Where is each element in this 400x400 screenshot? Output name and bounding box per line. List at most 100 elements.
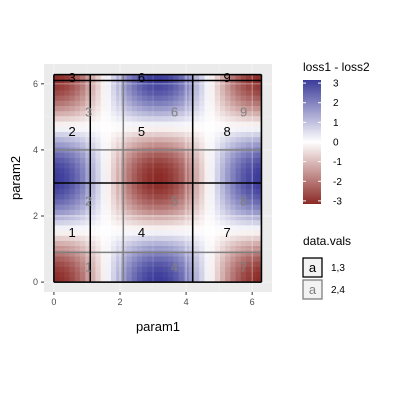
heat-tile	[162, 121, 169, 127]
heat-tile	[162, 141, 169, 148]
heat-tile	[116, 271, 122, 278]
heat-tile	[74, 235, 81, 241]
heat-tile	[64, 141, 70, 148]
heat-tile	[79, 110, 86, 117]
region-label: 7	[240, 260, 247, 275]
heat-tile	[194, 204, 200, 210]
heat-tile	[251, 110, 257, 117]
heat-tile	[121, 224, 127, 231]
heat-tile	[136, 256, 143, 262]
heat-tile	[53, 214, 60, 221]
heat-tile	[121, 141, 127, 148]
heat-tile	[168, 157, 174, 164]
heat-tile	[121, 110, 127, 117]
heat-tile	[131, 214, 138, 221]
heat-tile	[64, 84, 70, 91]
heat-tile	[256, 100, 262, 107]
heat-tile	[183, 141, 190, 148]
heat-tile	[79, 204, 86, 210]
heat-tile	[214, 183, 221, 190]
heat-tile	[194, 79, 200, 86]
heat-tile	[162, 256, 169, 262]
heat-tile	[85, 250, 91, 257]
heat-tile	[168, 245, 174, 252]
heat-tile	[131, 250, 138, 257]
heat-tile	[235, 95, 242, 101]
heat-tile	[142, 126, 148, 132]
heat-tile	[225, 199, 231, 205]
heat-tile	[209, 84, 216, 91]
heat-tile	[111, 256, 117, 262]
heat-tile	[85, 115, 91, 122]
heat-tile	[126, 204, 133, 210]
heat-tile	[162, 209, 169, 216]
heat-tile	[90, 74, 96, 81]
heat-tile	[199, 193, 205, 200]
heat-tile	[204, 204, 211, 210]
heat-tile	[64, 152, 70, 158]
heat-tile	[245, 199, 252, 205]
heat-tile	[90, 173, 96, 179]
heat-tile	[204, 141, 211, 148]
heat-tile	[121, 126, 127, 132]
heat-tile	[116, 183, 122, 190]
heat-tile	[111, 199, 117, 205]
heat-tile	[105, 250, 112, 257]
heat-tile	[64, 256, 70, 262]
heat-tile	[69, 183, 76, 190]
heat-tile	[235, 188, 242, 195]
heat-tile	[173, 193, 179, 200]
heat-tile	[188, 271, 195, 278]
heat-tile	[209, 276, 216, 283]
heat-tile	[142, 115, 148, 122]
heat-tile	[74, 152, 81, 158]
heat-tile	[256, 157, 262, 164]
heat-tile	[194, 115, 200, 122]
heat-tile	[183, 178, 190, 184]
heat-tile	[147, 173, 153, 179]
region-label: 5	[171, 194, 178, 209]
heat-tile	[147, 224, 153, 231]
heat-tile	[152, 110, 159, 117]
heat-tile	[256, 199, 262, 205]
heat-tile	[173, 110, 179, 117]
heat-tile	[240, 136, 247, 143]
heat-tile	[152, 79, 159, 86]
heat-tile	[116, 152, 122, 158]
heat-tile	[100, 79, 107, 86]
heat-tile	[100, 224, 107, 231]
heat-tile	[90, 204, 96, 210]
heat-tile	[147, 219, 153, 226]
heat-tile	[53, 167, 60, 174]
heat-tile	[199, 276, 205, 283]
heat-tile	[136, 126, 143, 132]
heat-tile	[95, 157, 102, 164]
heat-tile	[105, 95, 112, 101]
heat-tile	[251, 271, 257, 278]
heat-tile	[126, 240, 133, 247]
heat-tile	[162, 95, 169, 101]
heat-tile	[64, 115, 70, 122]
heat-tile	[74, 84, 81, 91]
heat-tile	[178, 256, 185, 262]
heat-tile	[105, 157, 112, 164]
heat-tile	[126, 266, 133, 273]
heat-tile	[225, 204, 231, 210]
heat-tile	[162, 276, 169, 283]
heat-tile	[204, 266, 211, 273]
heat-tile	[178, 79, 185, 86]
heat-tile	[121, 183, 127, 190]
heat-tile	[85, 126, 91, 132]
heat-tile	[100, 126, 107, 132]
heat-tile	[225, 276, 231, 283]
heat-tile	[69, 110, 76, 117]
heat-tile	[235, 204, 242, 210]
heat-tile	[188, 188, 195, 195]
heat-tile	[230, 157, 236, 164]
heat-tile	[100, 74, 107, 81]
heat-tile	[59, 95, 65, 101]
heat-tile	[142, 162, 148, 169]
heat-tile	[152, 131, 159, 138]
heat-tile	[131, 74, 138, 81]
heat-tile	[121, 79, 127, 86]
